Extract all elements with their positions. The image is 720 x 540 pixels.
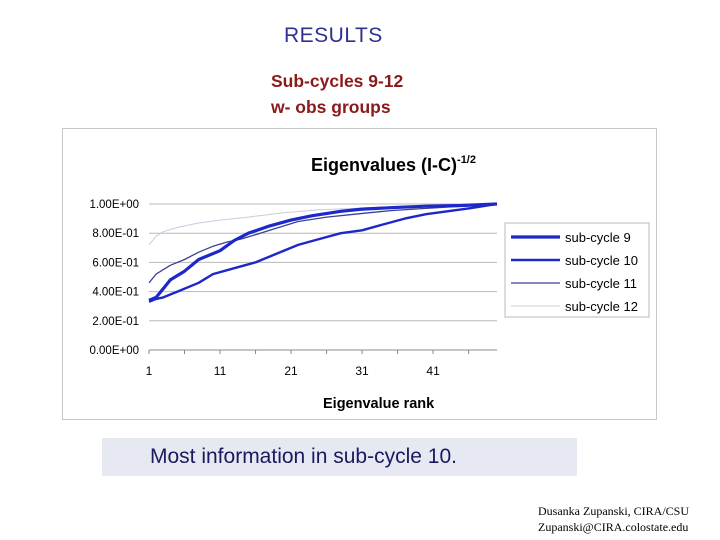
y-tick-label: 1.00E+00 — [89, 199, 139, 211]
credit-line-1: Dusanka Zupanski, CIRA/CSU — [538, 504, 689, 518]
y-tick-label: 4.00E-01 — [92, 287, 139, 299]
author-credit: Dusanka Zupanski, CIRA/CSU Zupanski@CIRA… — [538, 503, 689, 535]
series-line-11 — [148, 203, 498, 284]
chart-grid — [149, 203, 497, 351]
subtitle-line-2: w- obs groups — [271, 97, 391, 117]
credit-line-2: Zupanski@CIRA.colostate.edu — [538, 520, 689, 534]
chart-title: Eigenvalues (I-C)-1/2 — [311, 154, 476, 175]
subtitle-line-1: Sub-cycles 9-12 — [271, 71, 404, 91]
chart-title-superscript: -1/2 — [457, 154, 476, 166]
legend-box — [504, 222, 650, 318]
x-tick-label: 21 — [284, 364, 298, 378]
x-tick-label: 11 — [214, 364, 227, 378]
series-line-10 — [148, 202, 498, 303]
y-tick-label: 8.00E-01 — [92, 228, 139, 240]
y-tick-label: 2.00E-01 — [92, 316, 139, 328]
chart-series — [148, 202, 498, 303]
legend-label: sub-cycle 9 — [565, 230, 631, 245]
series-line-9 — [148, 202, 498, 302]
x-axis-label: Eigenvalue rank — [323, 396, 435, 412]
y-tick-label: 0.00E+00 — [89, 345, 139, 357]
slide-subtitle: Sub-cycles 9-12 w- obs groups — [271, 68, 403, 120]
legend-label: sub-cycle 11 — [565, 276, 637, 291]
chart-legend: sub-cycle 9 sub-cycle 10 sub-cycle 11 sub-c… — [504, 222, 650, 318]
x-tick-label: 31 — [355, 364, 369, 378]
y-tick-label: 6.00E-01 — [92, 257, 139, 269]
x-tick-label: 1 — [146, 364, 153, 378]
legend-label: sub-cycle 12 — [565, 299, 638, 314]
chart-axes: 0.00E+00 2.00E-01 4.00E-01 6.00E-01 8.00E-01… — [89, 199, 497, 378]
callout-text: Most information in sub-cycle 10. — [150, 445, 457, 468]
slide-title: RESULTS — [284, 24, 383, 47]
callout-box: Most information in sub-cycle 10. — [102, 438, 577, 476]
chart-title-main: Eigenvalues (I-C) — [311, 155, 457, 175]
chart-panel: Eigenvalues (I-C)-1/2 0.00E+00 2.00E-01 4.… — [62, 128, 657, 420]
legend-label: sub-cycle 10 — [565, 253, 638, 268]
x-tick-label: 41 — [426, 364, 440, 378]
eigenvalue-chart: Eigenvalues (I-C)-1/2 0.00E+00 2.00E-01 4.… — [89, 154, 650, 412]
